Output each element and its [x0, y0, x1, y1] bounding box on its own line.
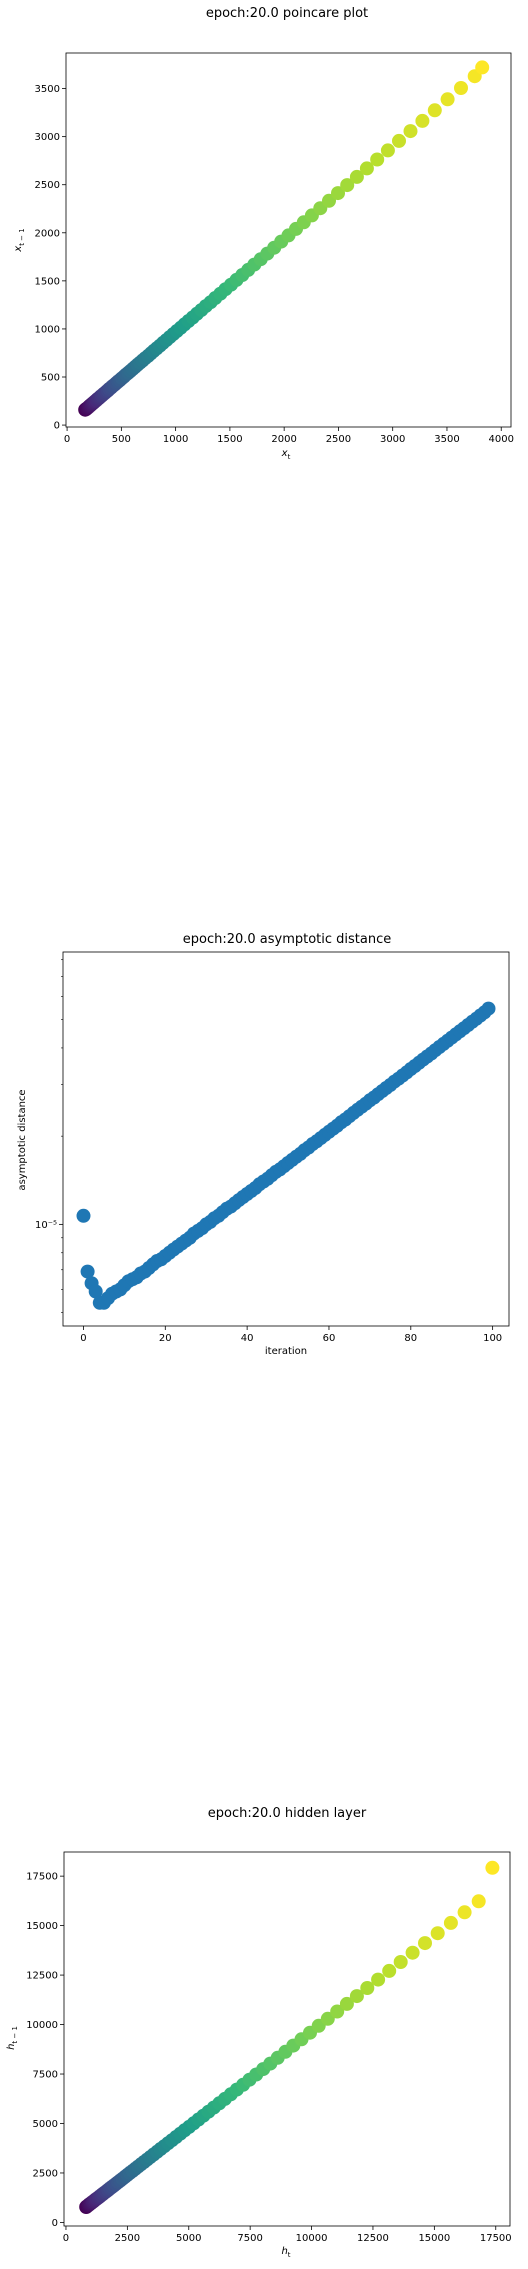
- data-point: [339, 1996, 354, 2011]
- x-tick-label: 7500: [237, 2233, 262, 2244]
- x-tick-label: 0: [80, 1333, 86, 1344]
- y-tick-label: 3000: [35, 132, 60, 143]
- y-tick-label: 3500: [35, 84, 60, 95]
- x-tick-label: 2000: [271, 434, 296, 445]
- x-tick-label: 100: [483, 1333, 502, 1344]
- x-axis-ticks: 0 500 1000 1500 2000 2500 3000 3500 4000: [64, 427, 514, 445]
- y-tick-label: 0: [52, 2218, 58, 2229]
- x-tick-label: 5000: [176, 2233, 201, 2244]
- data-point: [392, 133, 406, 148]
- x-tick-label: 500: [112, 434, 131, 445]
- plot-frame: [62, 951, 510, 1327]
- x-tick-label: 3000: [380, 434, 405, 445]
- y-axis-label: ht − 1: [6, 2026, 19, 2050]
- x-tick-label: 20: [159, 1333, 172, 1344]
- x-axis-label: ht: [281, 2246, 290, 2259]
- y-tick-label: 10⁻⁵: [35, 1220, 57, 1231]
- x-tick-label: 3500: [434, 434, 459, 445]
- y-tick-label: 10000: [26, 2020, 58, 2031]
- data-point: [80, 1264, 95, 1279]
- data-point: [481, 1001, 496, 1016]
- data-point: [340, 178, 355, 193]
- x-tick-label: 2500: [115, 2233, 140, 2244]
- data-point: [430, 1926, 445, 1941]
- y-tick-label: 2500: [33, 2168, 58, 2179]
- plot-frame: [65, 52, 512, 428]
- data-point: [330, 2004, 345, 2019]
- y-tick-label: 2500: [35, 180, 60, 191]
- x-tick-label: 17500: [480, 2233, 512, 2244]
- data-point: [454, 81, 468, 95]
- y-tick-label: 5000: [33, 2119, 58, 2130]
- x-tick-label: 80: [404, 1333, 417, 1344]
- y-tick-label: 1500: [35, 276, 60, 287]
- y-axis-ticks: 0 2500 5000 7500 10000 12500 15000 17500: [26, 1872, 64, 2229]
- x-tick-label: 1500: [217, 434, 242, 445]
- x-tick-label: 10000: [296, 2233, 328, 2244]
- data-point: [380, 143, 395, 158]
- chart-title: epoch:20.0 asymptotic distance: [183, 932, 392, 947]
- x-tick-label: 60: [323, 1333, 336, 1344]
- x-tick-label: 4000: [489, 434, 514, 445]
- y-tick-label: 0: [54, 421, 60, 432]
- data-point: [440, 92, 455, 107]
- y-tick-label: 7500: [33, 2070, 58, 2081]
- y-tick-label: 15000: [26, 1921, 58, 1932]
- data-points: [76, 1001, 496, 1310]
- x-tick-label: 2500: [326, 434, 351, 445]
- data-point: [393, 1955, 408, 1969]
- poincare-plot-chart: epoch:20.0 poincare plot 0 500 1000 1500 200…: [13, 6, 514, 461]
- data-point: [349, 1989, 364, 2004]
- y-tick-label: 500: [41, 373, 60, 384]
- x-tick-label: 12500: [357, 2233, 389, 2244]
- chart-title: epoch:20.0 hidden layer: [208, 1806, 367, 1821]
- data-points: [79, 1860, 500, 2214]
- data-point: [443, 1915, 458, 1930]
- data-point: [331, 186, 345, 201]
- data-point: [371, 1972, 386, 1987]
- data-point: [320, 2011, 335, 2026]
- x-tick-label: 40: [241, 1333, 254, 1344]
- x-tick-label: 0: [63, 2233, 69, 2244]
- y-axis-label: asymptotic distance: [17, 1089, 28, 1190]
- data-point: [88, 1284, 103, 1299]
- data-points: [78, 60, 490, 417]
- data-point: [359, 161, 374, 176]
- data-point: [403, 124, 418, 139]
- y-axis-ticks: 0 500 1000 1500 2000 2500 3000 3500: [35, 84, 66, 432]
- asymptotic-distance-chart: epoch:20.0 asymptotic distance 0 20 40 60 80…: [17, 932, 510, 1357]
- hidden-layer-chart: epoch:20.0 hidden layer 0 2500 5000 7500 100…: [6, 1806, 512, 2259]
- data-point: [427, 103, 442, 118]
- data-point: [475, 60, 490, 75]
- y-tick-label: 17500: [26, 1872, 58, 1883]
- data-point: [415, 113, 430, 128]
- data-point: [471, 1894, 486, 1909]
- data-point: [382, 1963, 397, 1978]
- x-axis-ticks: 0 20 40 60 80 100: [80, 1326, 502, 1344]
- data-point: [485, 1860, 500, 1875]
- data-point: [457, 1905, 472, 1920]
- y-axis-ticks: 10⁻⁵: [35, 959, 63, 1313]
- data-point: [418, 1936, 432, 1951]
- x-axis-label: xt: [281, 448, 291, 461]
- data-point: [370, 152, 385, 167]
- y-tick-label: 2000: [35, 228, 60, 239]
- y-tick-label: 12500: [26, 1971, 58, 1982]
- y-axis-label: xt − 1: [13, 228, 26, 252]
- x-tick-label: 0: [64, 434, 70, 445]
- x-axis-label: iteration: [265, 1346, 307, 1357]
- x-axis-ticks: 0 2500 5000 7500 10000 12500 15000 17500: [63, 2226, 512, 2244]
- data-point: [76, 1208, 91, 1223]
- plot-frame: [63, 1851, 511, 2227]
- data-point: [405, 1945, 420, 1960]
- chart-title: epoch:20.0 poincare plot: [206, 6, 368, 21]
- data-point: [360, 1981, 375, 1995]
- y-tick-label: 1000: [35, 324, 60, 335]
- x-tick-label: 1000: [163, 434, 188, 445]
- x-tick-label: 15000: [418, 2233, 450, 2244]
- data-point: [349, 169, 364, 184]
